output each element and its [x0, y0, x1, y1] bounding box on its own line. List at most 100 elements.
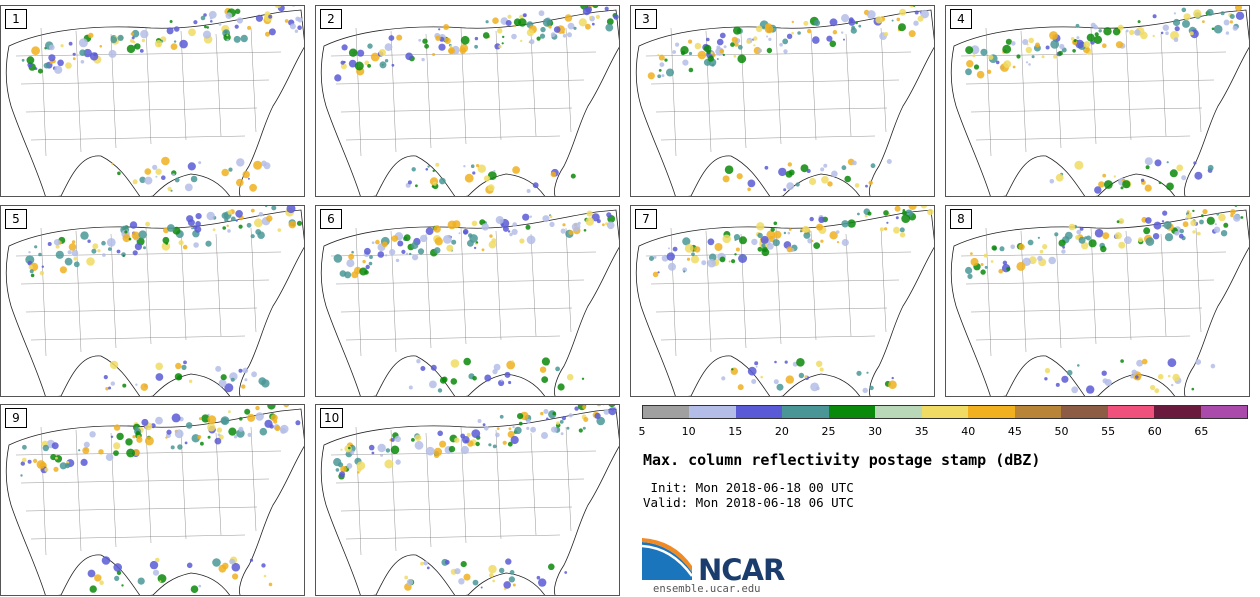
radar-echo — [1184, 217, 1188, 220]
radar-echo — [450, 378, 458, 385]
radar-echo — [850, 27, 857, 34]
radar-echo — [390, 437, 395, 442]
radar-echo — [1157, 373, 1164, 380]
conus-map — [635, 6, 934, 196]
colorbar-tick-label: 40 — [961, 425, 976, 438]
radar-echo — [548, 563, 555, 571]
radar-echo — [773, 379, 779, 385]
radar-echo — [879, 227, 884, 232]
radar-echo — [384, 43, 393, 51]
radar-echo — [1186, 213, 1192, 220]
map-panel-4: 4 — [945, 5, 1250, 197]
radar-echo — [868, 180, 873, 185]
radar-echo — [507, 430, 515, 438]
state-boundary — [145, 426, 152, 544]
radar-echo — [149, 560, 159, 570]
radar-echo — [131, 231, 140, 240]
radar-echo — [126, 448, 135, 458]
radar-echo — [688, 39, 693, 44]
radar-echo — [125, 438, 133, 446]
radar-echo — [883, 32, 889, 37]
member-number: 5 — [5, 209, 27, 229]
member-number: 7 — [635, 209, 657, 229]
state-boundary — [335, 478, 585, 484]
radar-echo — [412, 254, 419, 261]
state-boundary — [495, 230, 502, 341]
radar-echo — [1016, 261, 1026, 271]
colorbar-tick-label: 50 — [1054, 425, 1069, 438]
radar-echo — [716, 38, 724, 46]
radar-echo — [785, 170, 793, 178]
radar-echo — [190, 175, 198, 183]
radar-echo — [401, 249, 406, 254]
radar-echo — [530, 426, 536, 433]
radar-echo — [1100, 245, 1107, 253]
radar-echo — [152, 569, 160, 576]
radar-echo — [475, 441, 480, 447]
radar-echo — [212, 228, 216, 232]
radar-echo — [89, 585, 97, 593]
radar-echo — [566, 426, 570, 430]
radar-echo — [733, 42, 739, 47]
radar-echo — [583, 229, 587, 232]
map-panel-1: 1 — [0, 5, 305, 197]
radar-echo — [920, 9, 929, 19]
radar-echo — [482, 32, 490, 39]
radar-echo — [735, 247, 740, 252]
state-boundary — [75, 30, 82, 153]
radar-echo — [664, 58, 668, 62]
radar-echo — [247, 25, 252, 30]
radar-echo — [1073, 39, 1077, 42]
radar-echo — [1232, 25, 1238, 31]
radar-echo — [785, 375, 794, 384]
radar-echo — [519, 238, 525, 244]
radar-echo — [567, 32, 572, 38]
radar-echo — [966, 60, 974, 68]
radar-echo — [173, 26, 180, 32]
radar-echo — [1053, 54, 1057, 59]
radar-echo — [772, 239, 780, 247]
radar-echo — [482, 423, 486, 427]
radar-echo — [508, 380, 512, 385]
radar-echo — [295, 420, 301, 426]
map-panel-7: 7 — [630, 205, 935, 397]
radar-echo — [177, 444, 183, 450]
state-boundary — [1090, 27, 1097, 145]
radar-echo — [130, 32, 134, 36]
state-boundary — [740, 233, 747, 349]
colorbar-bin-2 — [735, 406, 783, 418]
radar-echo — [1094, 186, 1102, 194]
radar-echo — [405, 52, 413, 61]
radar-echo — [711, 63, 715, 67]
radar-echo — [658, 54, 665, 61]
radar-echo — [207, 415, 217, 424]
radar-echo — [145, 221, 151, 227]
radar-echo — [1078, 236, 1086, 244]
radar-echo — [351, 250, 354, 254]
radar-echo — [1211, 27, 1215, 31]
website-url[interactable]: ensemble.ucar.edu — [653, 583, 761, 595]
radar-echo — [1088, 239, 1097, 248]
radar-echo — [340, 63, 347, 70]
radar-echo — [255, 405, 260, 411]
radar-echo — [831, 170, 838, 178]
radar-echo — [459, 44, 469, 53]
radar-echo — [730, 42, 735, 47]
radar-echo — [261, 160, 267, 167]
radar-echo — [1054, 232, 1059, 237]
radar-echo — [244, 378, 248, 382]
state-boundary — [810, 230, 817, 341]
radar-echo — [1140, 31, 1148, 40]
radar-echo — [766, 230, 776, 240]
state-boundary — [1160, 233, 1167, 337]
radar-echo — [143, 246, 146, 250]
radar-echo — [1059, 43, 1065, 50]
radar-echo — [207, 423, 216, 432]
radar-echo — [106, 238, 116, 247]
radar-echo — [1066, 369, 1073, 376]
radar-echo — [178, 240, 184, 246]
radar-echo — [443, 235, 452, 244]
radar-echo — [406, 578, 414, 586]
conus-map — [320, 6, 619, 196]
radar-echo — [226, 38, 229, 42]
